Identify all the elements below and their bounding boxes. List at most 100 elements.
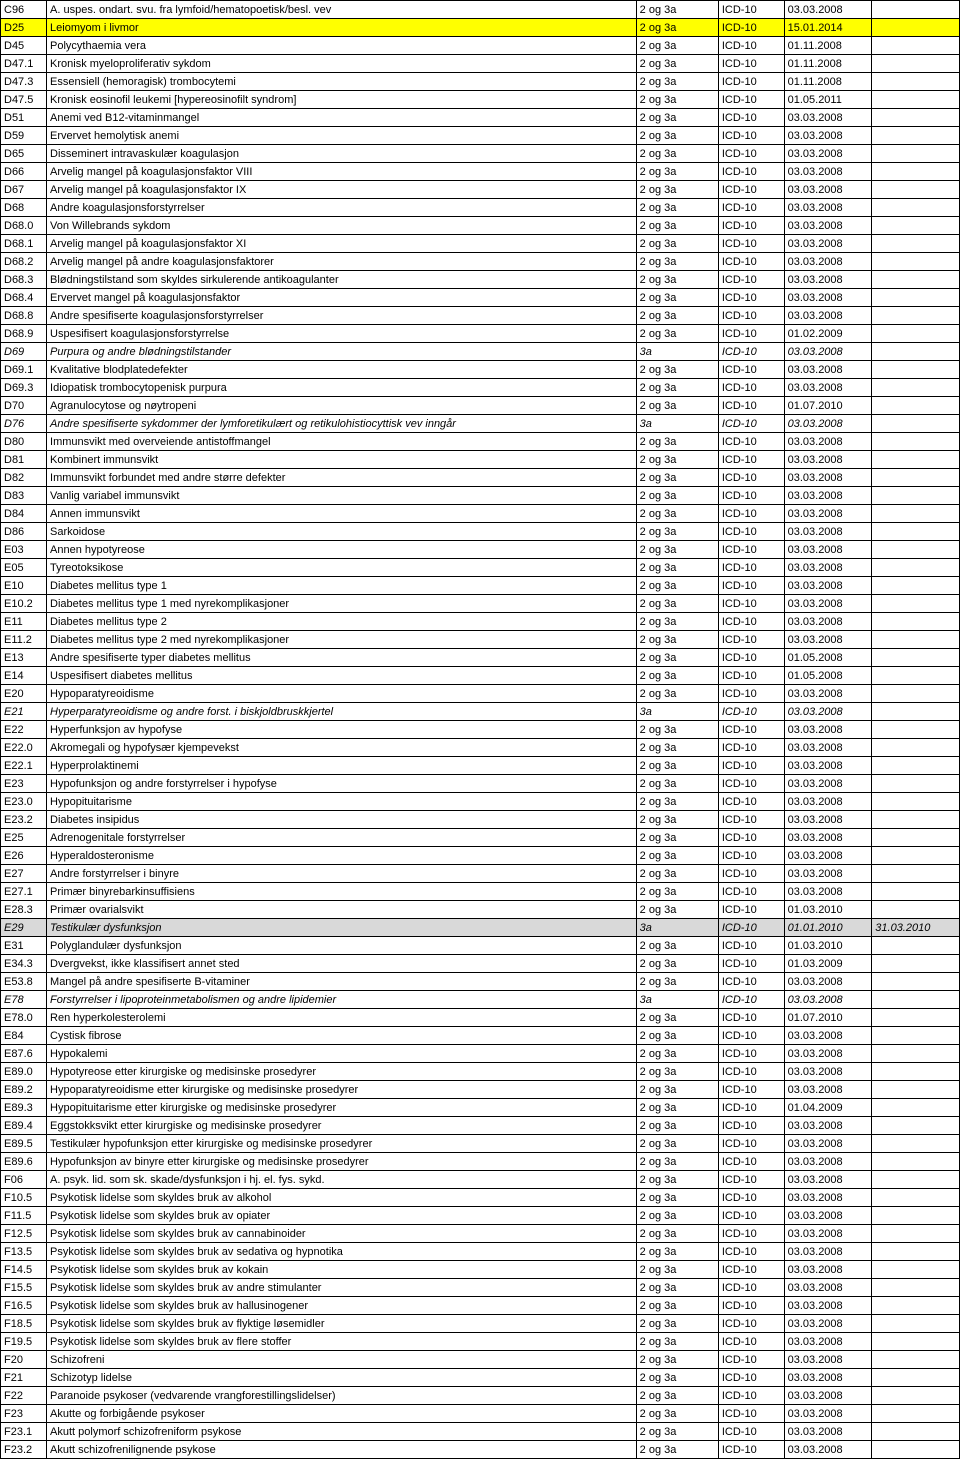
paragraph-cell: 3a	[636, 919, 718, 937]
paragraph-cell: 2 og 3a	[636, 127, 718, 145]
paragraph-cell: 2 og 3a	[636, 523, 718, 541]
paragraph-cell: 2 og 3a	[636, 1441, 718, 1459]
paragraph-cell: 2 og 3a	[636, 37, 718, 55]
table-row: F10.5Psykotisk lidelse som skyldes bruk …	[1, 1189, 960, 1207]
description-cell: Psykotisk lidelse som skyldes bruk av ca…	[47, 1225, 637, 1243]
code-cell: E14	[1, 667, 47, 685]
table-row: D69Purpura og andre blødningstilstander3…	[1, 343, 960, 361]
paragraph-cell: 2 og 3a	[636, 1423, 718, 1441]
extra-date-cell	[872, 37, 960, 55]
code-cell: F20	[1, 1351, 47, 1369]
description-cell: Akromegali og hypofysær kjempevekst	[47, 739, 637, 757]
paragraph-cell: 2 og 3a	[636, 505, 718, 523]
extra-date-cell	[872, 1351, 960, 1369]
date-cell: 03.03.2008	[784, 1171, 872, 1189]
paragraph-cell: 2 og 3a	[636, 1387, 718, 1405]
date-cell: 03.03.2008	[784, 883, 872, 901]
date-cell: 03.03.2008	[784, 1279, 872, 1297]
code-cell: E23	[1, 775, 47, 793]
paragraph-cell: 2 og 3a	[636, 1027, 718, 1045]
table-row: D51Anemi ved B12-vitaminmangel2 og 3aICD…	[1, 109, 960, 127]
icd-system-cell: ICD-10	[718, 163, 784, 181]
table-row: D45Polycythaemia vera2 og 3aICD-1001.11.…	[1, 37, 960, 55]
description-cell: Vanlig variabel immunsvikt	[47, 487, 637, 505]
extra-date-cell	[872, 523, 960, 541]
extra-date-cell	[872, 1441, 960, 1459]
table-row: E28.3Primær ovarialsvikt2 og 3aICD-1001.…	[1, 901, 960, 919]
date-cell: 03.03.2008	[784, 469, 872, 487]
code-cell: E87.6	[1, 1045, 47, 1063]
icd-system-cell: ICD-10	[718, 73, 784, 91]
description-cell: Testikulær hypofunksjon etter kirurgiske…	[47, 1135, 637, 1153]
description-cell: Von Willebrands sykdom	[47, 217, 637, 235]
description-cell: Psykotisk lidelse som skyldes bruk av al…	[47, 1189, 637, 1207]
extra-date-cell	[872, 1297, 960, 1315]
code-cell: F10.5	[1, 1189, 47, 1207]
date-cell: 03.03.2008	[784, 541, 872, 559]
code-cell: F21	[1, 1369, 47, 1387]
table-row: E89.4Eggstokksvikt etter kirurgiske og m…	[1, 1117, 960, 1135]
extra-date-cell	[872, 1261, 960, 1279]
date-cell: 03.03.2008	[784, 559, 872, 577]
paragraph-cell: 2 og 3a	[636, 883, 718, 901]
table-row: E20Hypoparatyreoidisme2 og 3aICD-1003.03…	[1, 685, 960, 703]
table-row: C96A. uspes. ondart. svu. fra lymfoid/he…	[1, 1, 960, 19]
paragraph-cell: 2 og 3a	[636, 721, 718, 739]
date-cell: 01.02.2009	[784, 325, 872, 343]
icd-system-cell: ICD-10	[718, 361, 784, 379]
extra-date-cell	[872, 739, 960, 757]
paragraph-cell: 2 og 3a	[636, 73, 718, 91]
paragraph-cell: 2 og 3a	[636, 163, 718, 181]
table-row: F15.5Psykotisk lidelse som skyldes bruk …	[1, 1279, 960, 1297]
description-cell: Psykotisk lidelse som skyldes bruk av ko…	[47, 1261, 637, 1279]
date-cell: 03.03.2008	[784, 1153, 872, 1171]
description-cell: Andre koagulasjonsforstyrrelser	[47, 199, 637, 217]
paragraph-cell: 2 og 3a	[636, 1369, 718, 1387]
code-cell: D65	[1, 145, 47, 163]
paragraph-cell: 2 og 3a	[636, 739, 718, 757]
description-cell: Psykotisk lidelse som skyldes bruk av an…	[47, 1279, 637, 1297]
code-cell: D86	[1, 523, 47, 541]
extra-date-cell	[872, 991, 960, 1009]
code-cell: D68.4	[1, 289, 47, 307]
date-cell: 03.03.2008	[784, 1297, 872, 1315]
description-cell: Idiopatisk trombocytopenisk purpura	[47, 379, 637, 397]
icd-system-cell: ICD-10	[718, 577, 784, 595]
code-cell: D67	[1, 181, 47, 199]
icd-system-cell: ICD-10	[718, 1063, 784, 1081]
paragraph-cell: 2 og 3a	[636, 559, 718, 577]
icd-system-cell: ICD-10	[718, 505, 784, 523]
paragraph-cell: 2 og 3a	[636, 1117, 718, 1135]
icd-system-cell: ICD-10	[718, 37, 784, 55]
description-cell: Diabetes mellitus type 2	[47, 613, 637, 631]
description-cell: Diabetes mellitus type 2 med nyrekomplik…	[47, 631, 637, 649]
code-cell: D66	[1, 163, 47, 181]
table-row: E53.8Mangel på andre spesifiserte B-vita…	[1, 973, 960, 991]
description-cell: Psykotisk lidelse som skyldes bruk av op…	[47, 1207, 637, 1225]
paragraph-cell: 2 og 3a	[636, 955, 718, 973]
description-cell: Kronisk myeloproliferativ sykdom	[47, 55, 637, 73]
date-cell: 03.03.2008	[784, 703, 872, 721]
extra-date-cell	[872, 541, 960, 559]
code-cell: E26	[1, 847, 47, 865]
paragraph-cell: 2 og 3a	[636, 1207, 718, 1225]
extra-date-cell	[872, 343, 960, 361]
extra-date-cell	[872, 1045, 960, 1063]
paragraph-cell: 2 og 3a	[636, 829, 718, 847]
extra-date-cell	[872, 91, 960, 109]
table-row: D25Leiomyom i livmor2 og 3aICD-1015.01.2…	[1, 19, 960, 37]
extra-date-cell	[872, 1243, 960, 1261]
icd-system-cell: ICD-10	[718, 703, 784, 721]
paragraph-cell: 2 og 3a	[636, 91, 718, 109]
date-cell: 01.11.2008	[784, 37, 872, 55]
code-cell: F14.5	[1, 1261, 47, 1279]
paragraph-cell: 2 og 3a	[636, 1315, 718, 1333]
paragraph-cell: 2 og 3a	[636, 811, 718, 829]
date-cell: 03.03.2008	[784, 1261, 872, 1279]
table-row: E22.1Hyperprolaktinemi2 og 3aICD-1003.03…	[1, 757, 960, 775]
date-cell: 03.03.2008	[784, 739, 872, 757]
icd-system-cell: ICD-10	[718, 181, 784, 199]
description-cell: Agranulocytose og nøytropeni	[47, 397, 637, 415]
table-row: F22Paranoide psykoser (vedvarende vrangf…	[1, 1387, 960, 1405]
table-row: D65Disseminert intravaskulær koagulasjon…	[1, 145, 960, 163]
